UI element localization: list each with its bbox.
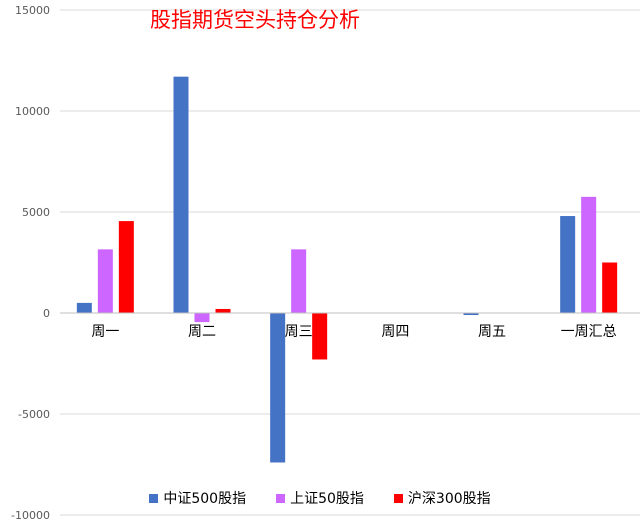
y-tick-label: 15000	[15, 4, 50, 17]
bar	[560, 216, 576, 313]
legend-label-sse50: 上证50股指	[290, 491, 364, 507]
bar	[215, 308, 231, 313]
bar	[194, 313, 210, 323]
legend-item-csi500: 中证500股指	[149, 488, 246, 508]
legend-label-csi500: 中证500股指	[163, 491, 247, 507]
bar	[270, 313, 286, 463]
legend-item-sse50: 上证50股指	[276, 488, 364, 508]
bar	[291, 249, 307, 313]
x-tick-label: 周一	[91, 324, 119, 340]
y-tick-label: 10000	[15, 105, 50, 118]
x-tick-label: 周三	[285, 324, 313, 340]
x-tick-label: 一周汇总	[561, 324, 617, 340]
legend-swatch-sse50	[276, 493, 286, 503]
bar	[312, 313, 328, 360]
bar	[76, 302, 92, 313]
y-tick-label: -10000	[11, 509, 50, 519]
legend-label-csi300: 沪深300股指	[407, 491, 491, 507]
y-tick-label: -5000	[18, 408, 50, 421]
bar	[581, 196, 597, 313]
y-tick-label: 0	[43, 307, 50, 320]
chart-title: 股指期货空头持仓分析	[150, 8, 360, 32]
x-tick-label: 周五	[478, 324, 506, 340]
legend-swatch-csi300	[393, 493, 403, 503]
x-tick-label: 周四	[381, 324, 409, 340]
x-tick-label: 周二	[188, 324, 216, 340]
bar	[118, 221, 134, 313]
legend: 中证500股指 上证50股指 沪深300股指	[0, 488, 640, 508]
y-tick-label: 5000	[22, 206, 50, 219]
legend-item-csi300: 沪深300股指	[393, 488, 491, 508]
bar	[602, 262, 618, 313]
bar	[463, 313, 479, 316]
legend-swatch-csi500	[149, 493, 159, 503]
bar	[173, 76, 189, 313]
bar	[97, 249, 113, 313]
